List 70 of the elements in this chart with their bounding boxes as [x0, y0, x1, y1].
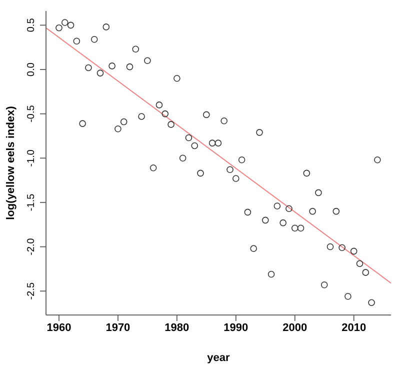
point — [232, 175, 240, 182]
point — [274, 202, 281, 210]
point — [56, 24, 62, 32]
point — [338, 244, 346, 252]
point — [320, 281, 328, 288]
point — [120, 118, 128, 126]
point — [208, 140, 216, 146]
point — [79, 120, 86, 127]
x-tick-label: 1970 — [106, 322, 130, 334]
point — [203, 111, 210, 118]
point — [67, 22, 74, 29]
point — [85, 64, 92, 72]
point — [185, 134, 192, 142]
point — [144, 57, 151, 64]
y-tick-label: -2.0 — [26, 238, 37, 256]
point — [168, 121, 174, 128]
point — [303, 170, 310, 177]
x-tick-label: 1960 — [46, 322, 72, 334]
point — [262, 216, 269, 224]
point — [250, 245, 257, 252]
point — [297, 224, 304, 232]
point — [268, 270, 275, 278]
point — [238, 156, 246, 164]
point — [344, 292, 352, 300]
point — [374, 156, 381, 164]
point — [309, 208, 316, 215]
point — [179, 154, 186, 162]
point — [368, 299, 375, 306]
point — [197, 170, 204, 177]
y-axis-title: log(yellow eels index) — [4, 106, 17, 220]
point — [150, 164, 157, 172]
point — [362, 269, 370, 276]
point — [132, 46, 140, 53]
point — [315, 189, 322, 196]
point — [256, 129, 263, 136]
point — [73, 38, 80, 45]
point — [350, 248, 358, 255]
point — [108, 62, 116, 70]
point — [174, 74, 180, 82]
y-tick-label: -1.0 — [26, 149, 37, 167]
point — [114, 125, 122, 132]
x-tick-label: 2000 — [282, 322, 308, 334]
point — [291, 224, 298, 232]
y-tick-label: 0.0 — [26, 62, 37, 76]
point — [126, 63, 134, 70]
point — [156, 102, 163, 108]
point — [286, 205, 292, 212]
point — [96, 70, 104, 76]
point — [356, 260, 364, 267]
point — [332, 208, 340, 215]
point — [90, 36, 98, 43]
point — [138, 113, 145, 120]
point — [244, 208, 252, 216]
y-tick-label: -0.5 — [26, 104, 37, 122]
x-tick-label: 2010 — [342, 322, 366, 334]
point — [326, 243, 334, 250]
x-tick-label: 1990 — [224, 322, 248, 334]
point — [61, 19, 68, 26]
x-tick-label: 1980 — [164, 322, 190, 334]
y-tick-label: 0.5 — [26, 18, 37, 32]
point — [162, 110, 169, 118]
y-tick-label: -1.5 — [26, 193, 37, 212]
y-tick-label: -2.5 — [26, 282, 37, 300]
point — [102, 24, 110, 30]
point — [220, 118, 228, 124]
point — [191, 142, 198, 150]
point — [226, 166, 234, 174]
point — [280, 219, 286, 226]
point — [214, 140, 222, 146]
x-axis-title: year — [207, 352, 231, 364]
